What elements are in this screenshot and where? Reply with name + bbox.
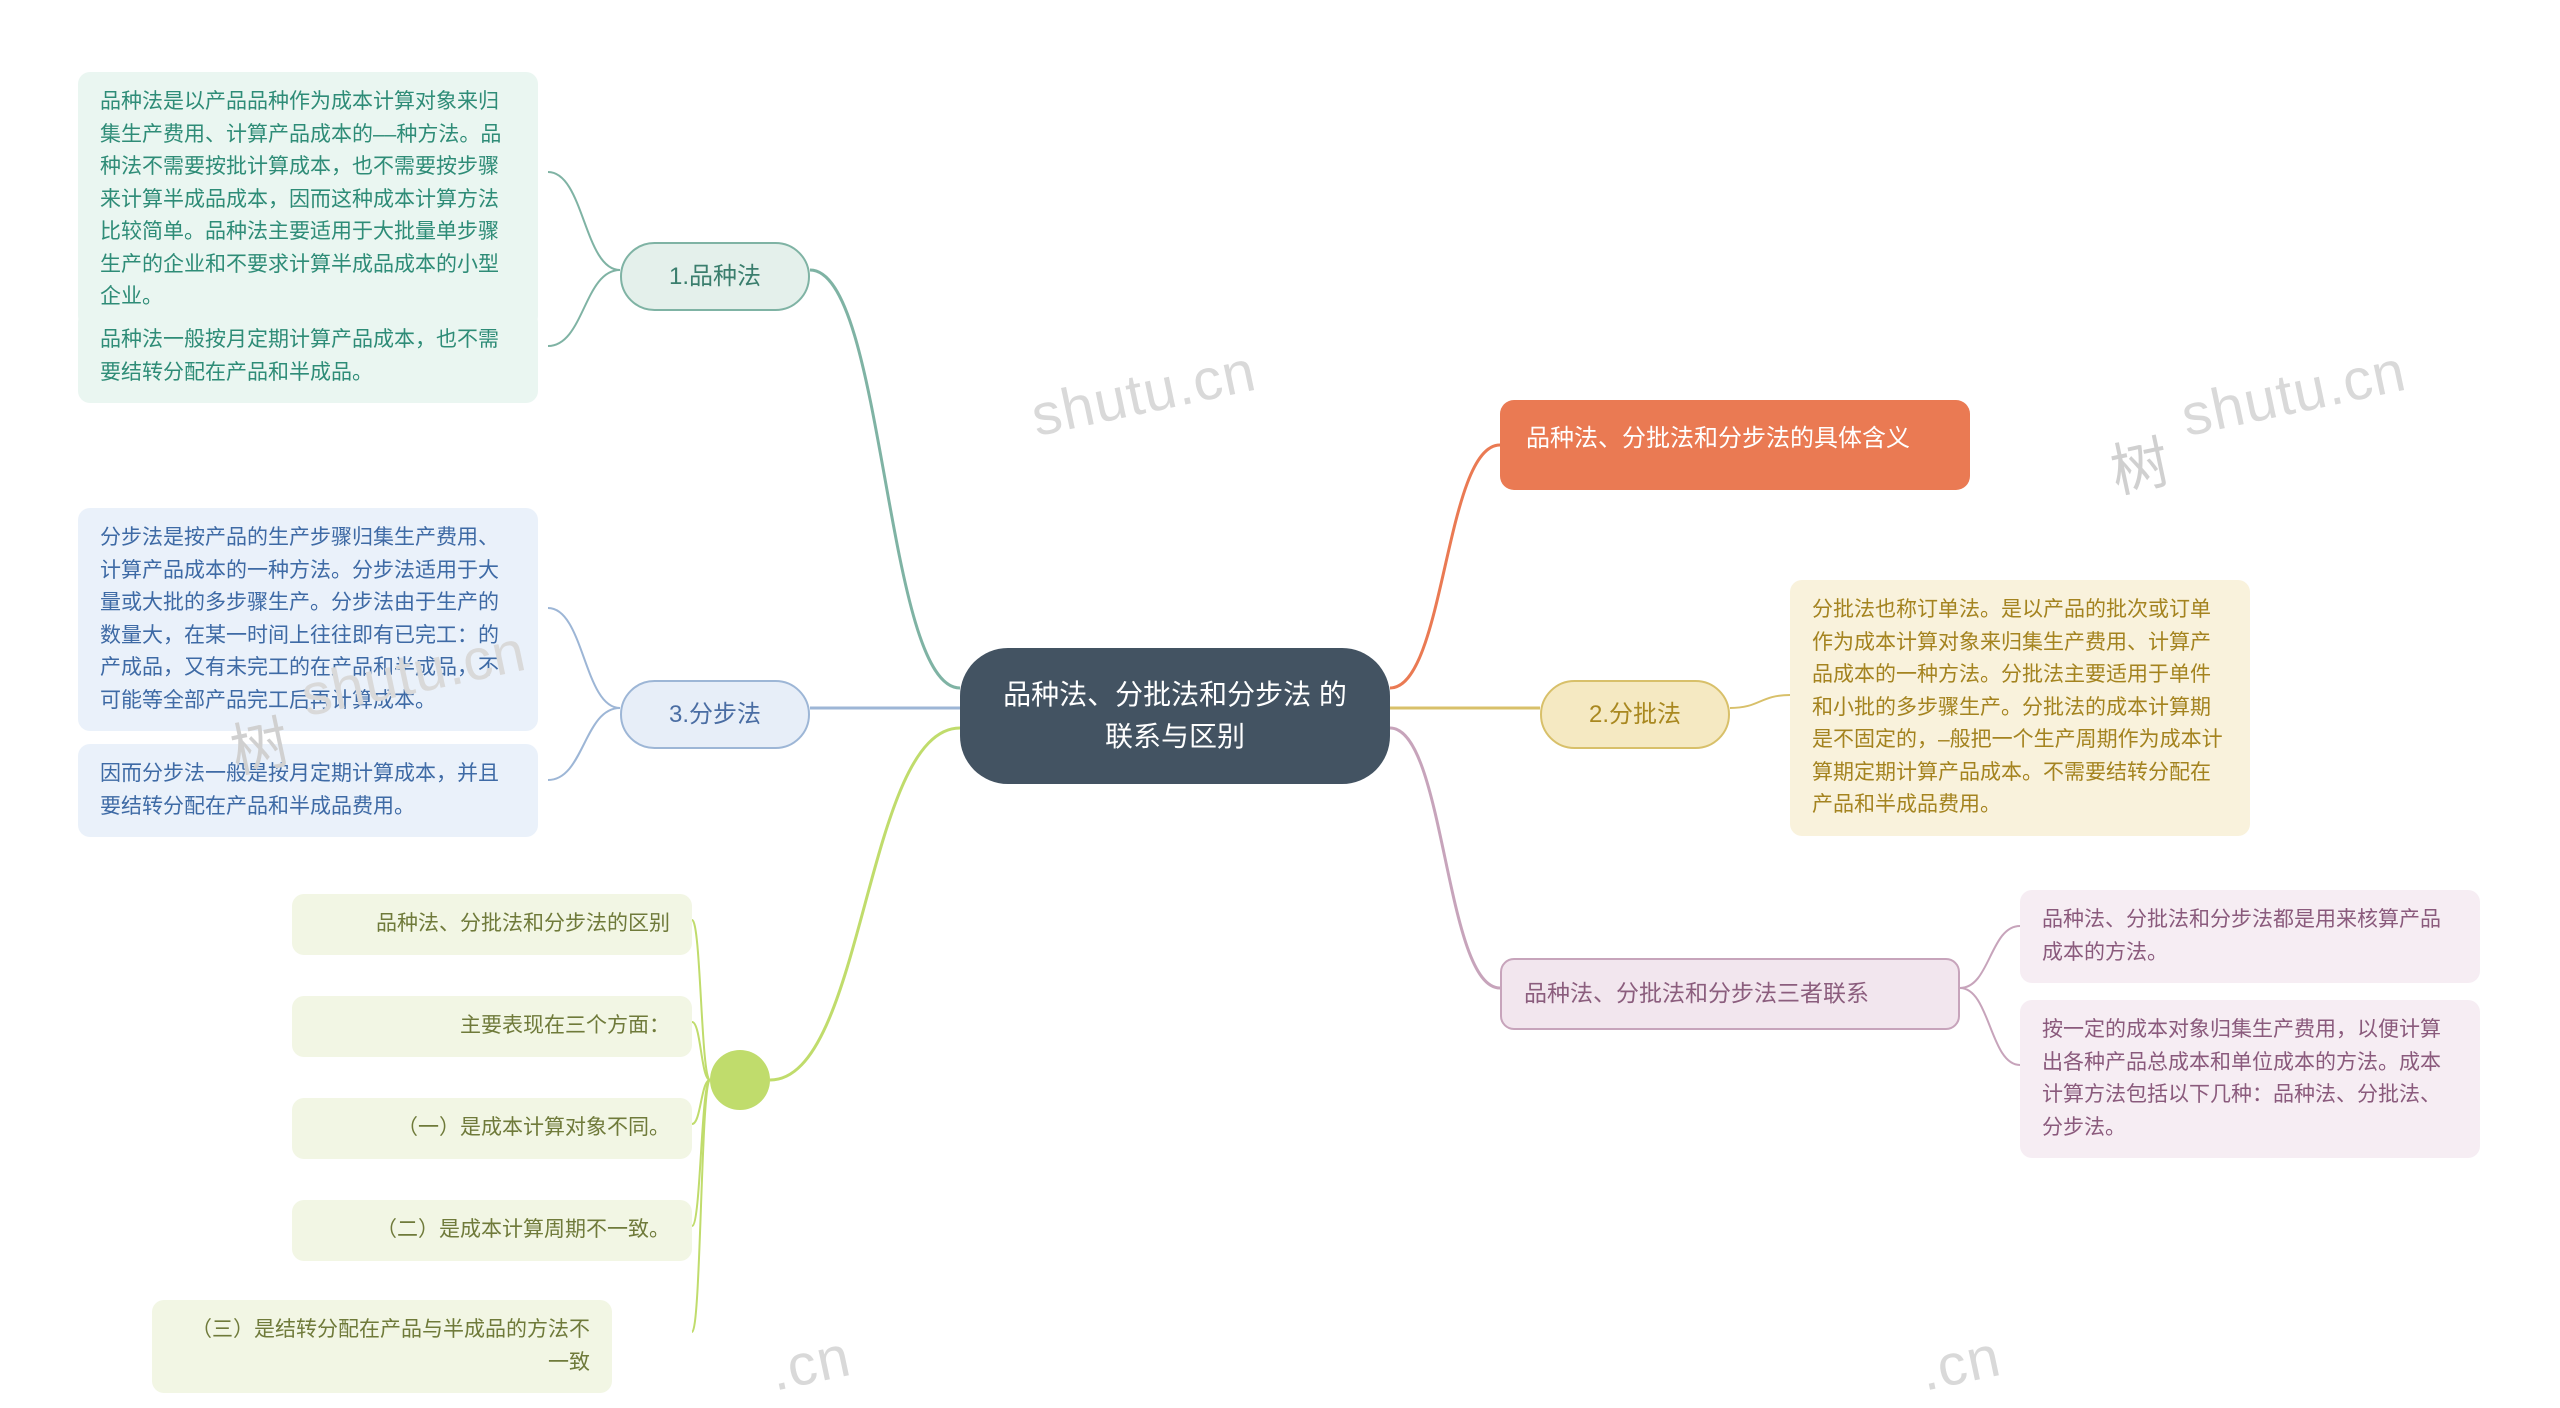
branch-3-pill: 3.分步法: [620, 680, 810, 749]
branch-5-box: 品种法、分批法和分步法三者联系: [1500, 958, 1960, 1030]
branch-5-leaf-0: 品种法、分批法和分步法都是用来核算产品成本的方法。: [2020, 890, 2480, 983]
branch-6-leaf-3: （二）是成本计算周期不一致。: [292, 1200, 692, 1261]
branch-1-leaf-1: 品种法一般按月定期计算产品成本，也不需要结转分配在产品和半成品。: [78, 310, 538, 403]
branch-2-leaf-0: 分批法也称订单法。是以产品的批次或订单作为成本计算对象来归集生产费用、计算产品成…: [1790, 580, 2250, 836]
branch-4-box: 品种法、分批法和分步法的具体含义: [1500, 400, 1970, 490]
branch-2-pill: 2.分批法: [1540, 680, 1730, 749]
center-node: 品种法、分批法和分步法 的联系与区别: [960, 648, 1390, 784]
branch-6-leaf-4: （三）是结转分配在产品与半成品的方法不一致: [152, 1300, 612, 1393]
branch-3-leaf-1: 因而分步法一般是按月定期计算成本，并且要结转分配在产品和半成品费用。: [78, 744, 538, 837]
branch-6-leaf-1: 主要表现在三个方面：: [292, 996, 692, 1057]
branch-1-pill: 1.品种法: [620, 242, 810, 311]
branch-6-dot: [710, 1050, 770, 1110]
branch-6-leaf-0: 品种法、分批法和分步法的区别: [292, 894, 692, 955]
branch-5-leaf-1: 按一定的成本对象归集生产费用，以便计算出各种产品总成本和单位成本的方法。成本计算…: [2020, 1000, 2480, 1158]
branch-1-leaf-0: 品种法是以产品品种作为成本计算对象来归集生产费用、计算产品成本的––种方法。品种…: [78, 72, 538, 328]
branch-3-leaf-0: 分步法是按产品的生产步骤归集生产费用、计算产品成本的一种方法。分步法适用于大量或…: [78, 508, 538, 731]
branch-6-leaf-2: （一）是成本计算对象不同。: [292, 1098, 692, 1159]
